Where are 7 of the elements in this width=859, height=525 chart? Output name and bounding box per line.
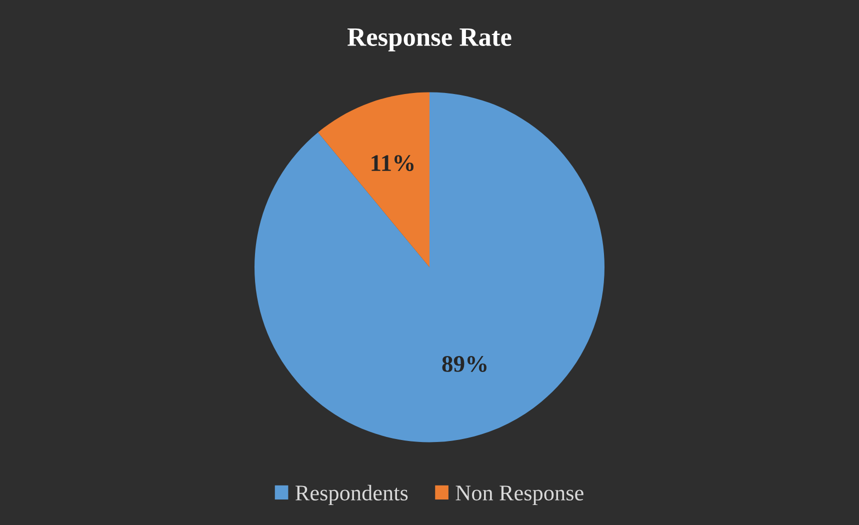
pie-slice [318, 92, 430, 268]
legend-label: Respondents [296, 484, 408, 505]
data-label: 89% [442, 356, 486, 372]
legend-label: Non Response [456, 486, 584, 505]
chart-title: Response Rate [347, 28, 512, 52]
pie-slice [254, 92, 604, 442]
data-label: 11% [372, 155, 414, 172]
